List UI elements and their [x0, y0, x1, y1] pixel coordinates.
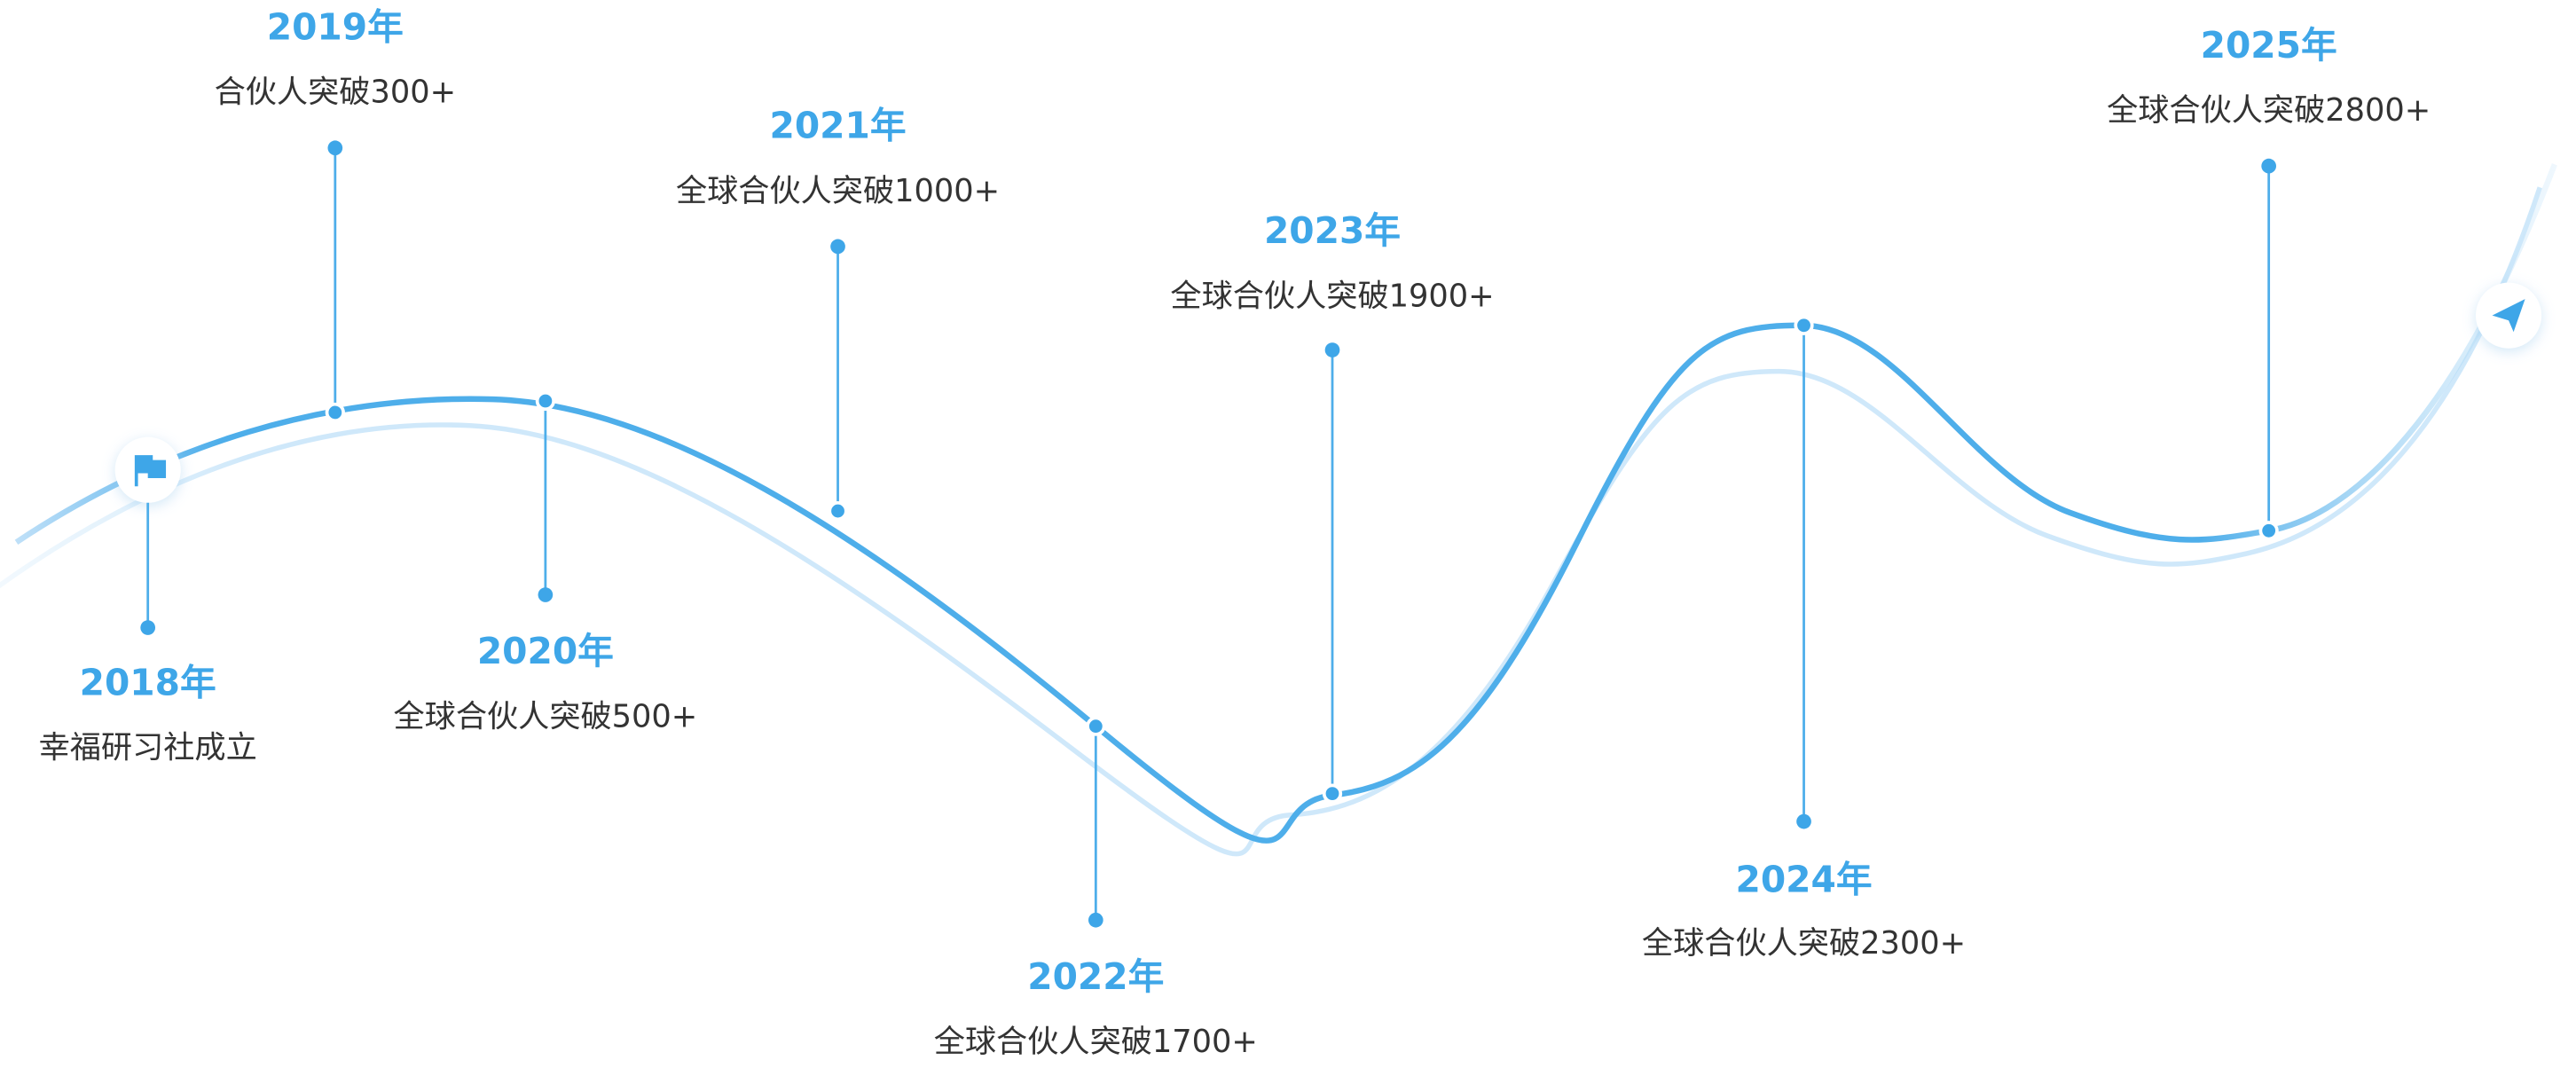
milestone-year: 2023年 — [1264, 209, 1401, 252]
curve — [14, 163, 2557, 844]
end-dot — [140, 620, 156, 635]
plane-icon — [2492, 299, 2525, 333]
flag-icon — [134, 455, 167, 487]
curve-dot — [325, 402, 345, 423]
milestone-text: 幸福研习社成立 — [39, 730, 257, 766]
end-dot — [830, 239, 845, 255]
milestone-text: 合伙人突破300+ — [215, 75, 456, 111]
curve-dot — [1086, 716, 1106, 736]
milestone-year: 2025年 — [2201, 24, 2337, 67]
milestone-text: 全球合伙人突破1700+ — [934, 1024, 1258, 1060]
milestone-year: 2021年 — [769, 105, 906, 147]
end-dot — [1088, 912, 1103, 928]
curve-dot — [1794, 315, 1814, 335]
end-dot — [327, 140, 343, 156]
milestone-text: 全球合伙人突破2800+ — [2107, 92, 2431, 129]
milestone-year: 2018年 — [80, 661, 216, 703]
end-dot — [2261, 158, 2277, 174]
end-dot — [1324, 342, 1340, 357]
milestone-year: 2019年 — [267, 5, 404, 48]
curve-dot — [828, 500, 848, 522]
milestone-year: 2022年 — [1027, 955, 1164, 998]
milestone-year: 2020年 — [477, 630, 614, 672]
milestone-text: 全球合伙人突破500+ — [393, 698, 697, 734]
curve-dot — [1322, 783, 1343, 804]
milestone-text: 全球合伙人突破1000+ — [676, 173, 1000, 209]
milestone-text: 全球合伙人突破2300+ — [1642, 925, 1966, 962]
milestone-text: 全球合伙人突破1900+ — [1170, 278, 1494, 314]
milestone-year: 2024年 — [1735, 859, 1872, 901]
end-dot — [538, 587, 554, 602]
curve-dot — [2258, 521, 2279, 541]
end-dot — [1796, 813, 1811, 829]
curve-shadow — [0, 186, 2542, 857]
curve-dot — [535, 390, 555, 412]
